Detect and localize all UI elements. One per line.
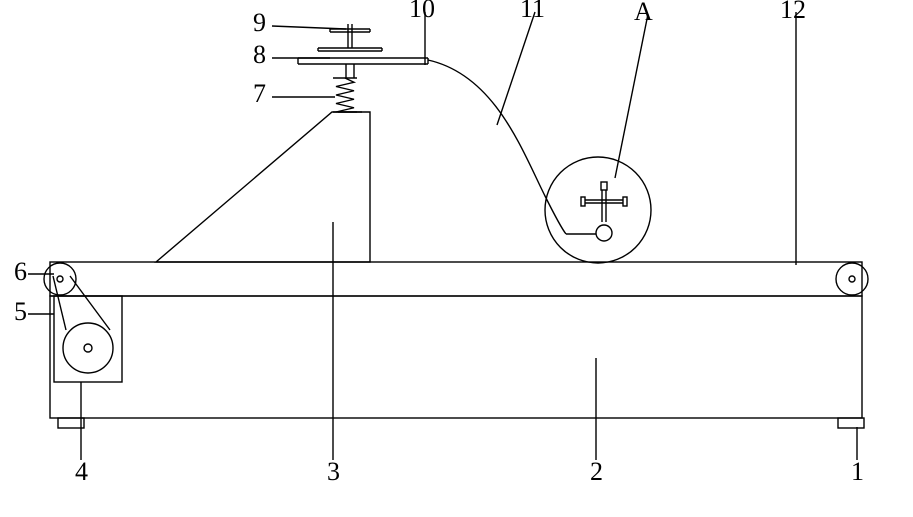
nozzle-tip bbox=[596, 225, 612, 241]
base-frame bbox=[50, 296, 862, 418]
label-5: 5 bbox=[14, 297, 54, 326]
drive-pulley bbox=[63, 323, 113, 373]
conveyor-belt bbox=[50, 262, 862, 296]
diagram-canvas: 9 10 11 A 12 8 7 6 5 4 3 2 1 bbox=[0, 0, 913, 517]
label-6: 6 bbox=[14, 257, 54, 286]
detail-circle-a bbox=[545, 157, 651, 263]
svg-text:2: 2 bbox=[590, 457, 603, 486]
svg-text:6: 6 bbox=[14, 257, 27, 286]
svg-text:10: 10 bbox=[409, 0, 435, 23]
roller-left bbox=[44, 263, 76, 295]
label-10: 10 bbox=[409, 0, 435, 65]
label-A: A bbox=[615, 0, 653, 178]
roller-right bbox=[836, 263, 868, 295]
svg-text:8: 8 bbox=[253, 40, 266, 69]
svg-text:7: 7 bbox=[253, 79, 266, 108]
label-1: 1 bbox=[851, 427, 864, 486]
svg-text:1: 1 bbox=[851, 457, 864, 486]
label-11: 11 bbox=[497, 0, 545, 125]
svg-text:4: 4 bbox=[75, 457, 88, 486]
label-4: 4 bbox=[75, 382, 88, 486]
label-2: 2 bbox=[590, 358, 603, 486]
label-12: 12 bbox=[780, 0, 806, 265]
svg-text:A: A bbox=[634, 0, 653, 26]
support-tower bbox=[156, 112, 370, 262]
foot-right bbox=[838, 418, 864, 428]
svg-text:12: 12 bbox=[780, 0, 806, 24]
svg-text:5: 5 bbox=[14, 297, 27, 326]
label-7: 7 bbox=[253, 79, 335, 108]
foot-left bbox=[58, 418, 84, 428]
svg-text:11: 11 bbox=[520, 0, 545, 23]
svg-text:9: 9 bbox=[253, 8, 266, 37]
spring bbox=[336, 78, 354, 112]
svg-text:3: 3 bbox=[327, 457, 340, 486]
